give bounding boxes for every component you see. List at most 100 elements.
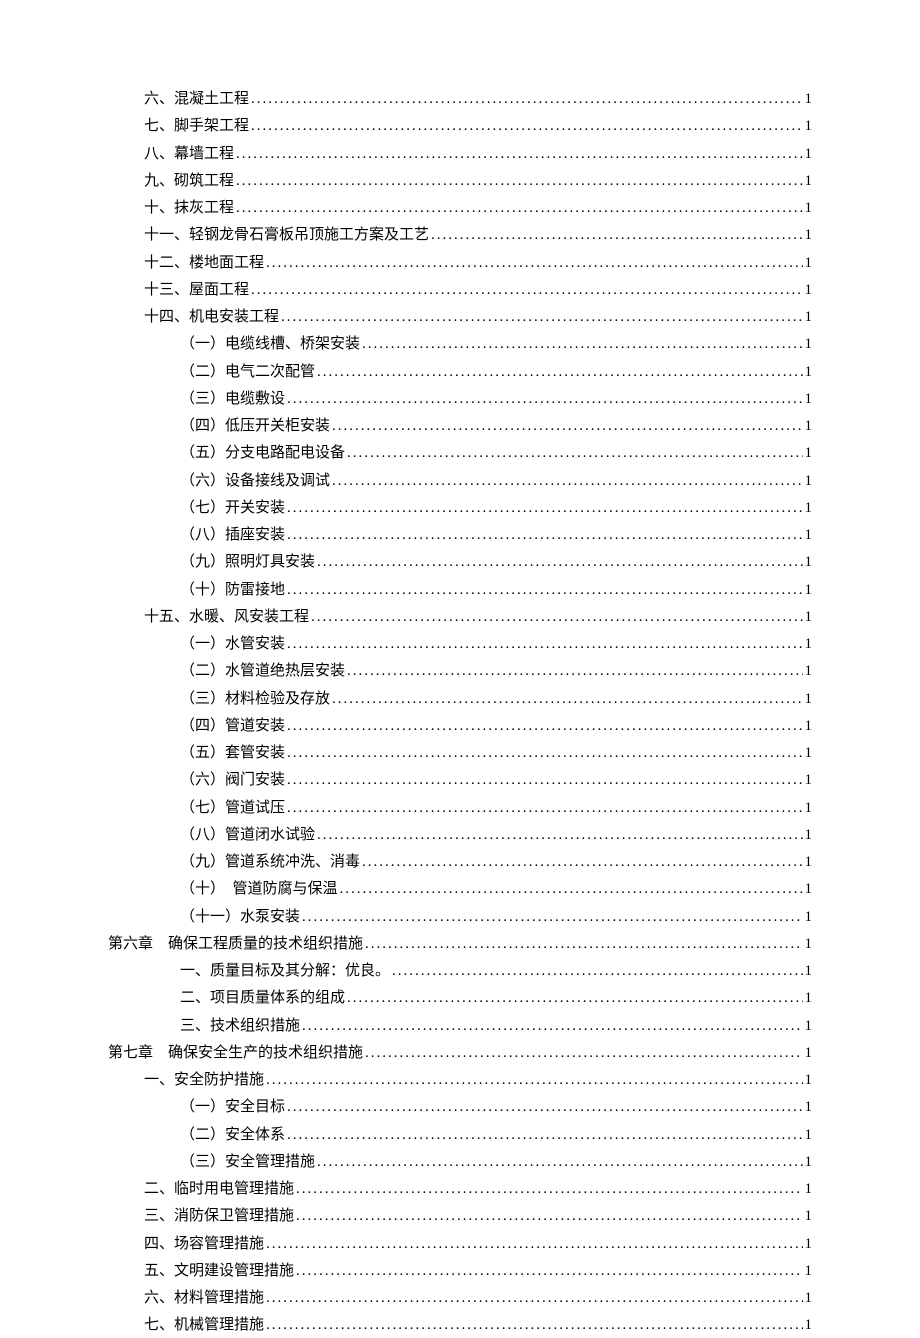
toc-entry-label: （七）开关安装 <box>180 497 285 520</box>
toc-entry-label: 十一、轻钢龙骨石膏板吊顶施工方案及工艺 <box>144 224 429 247</box>
toc-leader-dots <box>431 224 802 247</box>
toc-entry-label: （九）管道系统冲洗、消毒 <box>180 851 360 874</box>
toc-entry-page: 1 <box>805 987 813 1010</box>
toc-entry: （六）设备接线及调试1 <box>108 470 812 493</box>
toc-entry-page: 1 <box>805 1069 813 1092</box>
toc-entry-page: 1 <box>805 415 813 438</box>
toc-entry-page: 1 <box>805 497 813 520</box>
toc-entry-label: （二）水管道绝热层安装 <box>180 660 345 683</box>
toc-leader-dots <box>317 361 802 384</box>
toc-leader-dots <box>287 524 802 547</box>
toc-leader-dots <box>365 1042 802 1065</box>
toc-leader-dots <box>287 1124 802 1147</box>
toc-entry-page: 1 <box>805 88 813 111</box>
toc-entry-page: 1 <box>805 1287 813 1310</box>
toc-leader-dots <box>302 906 802 929</box>
toc-entry-label: 十二、楼地面工程 <box>144 252 264 275</box>
toc-entry: 一、安全防护措施1 <box>108 1069 812 1092</box>
toc-entry: （一）安全目标1 <box>108 1096 812 1119</box>
toc-entry-page: 1 <box>805 306 813 329</box>
toc-leader-dots <box>266 1233 802 1256</box>
toc-leader-dots <box>296 1205 802 1228</box>
toc-entry-label: （四）低压开关柜安装 <box>180 415 330 438</box>
toc-entry-label: 六、材料管理措施 <box>144 1287 264 1310</box>
toc-entry: 第六章 确保工程质量的技术组织措施 1 <box>108 933 812 956</box>
toc-leader-dots <box>347 987 802 1010</box>
toc-entry: 十二、楼地面工程1 <box>108 252 812 275</box>
toc-entry: 七、机械管理措施1 <box>108 1314 812 1337</box>
toc-entry-label: （三）安全管理措施 <box>180 1151 315 1174</box>
toc-leader-dots <box>287 715 802 738</box>
toc-leader-dots <box>287 497 802 520</box>
toc-entry-label: （五）分支电路配电设备 <box>180 442 345 465</box>
toc-leader-dots <box>251 279 802 302</box>
toc-leader-dots <box>296 1178 802 1201</box>
toc-entry-page: 1 <box>805 851 813 874</box>
toc-entry-label: 三、消防保卫管理措施 <box>144 1205 294 1228</box>
toc-leader-dots <box>302 1015 802 1038</box>
toc-entry-page: 1 <box>805 878 813 901</box>
toc-entry: （三）材料检验及存放1 <box>108 688 812 711</box>
toc-leader-dots <box>317 824 802 847</box>
toc-entry: （九）照明灯具安装1 <box>108 551 812 574</box>
toc-entry-label: 十三、屋面工程 <box>144 279 249 302</box>
toc-entry-page: 1 <box>805 606 813 629</box>
toc-entry: 第七章 确保安全生产的技术组织措施1 <box>108 1042 812 1065</box>
toc-entry-label: 十五、水暖、风安装工程 <box>144 606 309 629</box>
toc-entry-label: （五）套管安装 <box>180 742 285 765</box>
toc-leader-dots <box>266 1069 802 1092</box>
toc-entry-page: 1 <box>805 742 813 765</box>
toc-entry-page: 1 <box>805 797 813 820</box>
toc-entry-label: （四）管道安装 <box>180 715 285 738</box>
toc-entry-page: 1 <box>805 143 813 166</box>
toc-entry: 十五、水暖、风安装工程 1 <box>108 606 812 629</box>
table-of-contents: 六、混凝土工程1七、脚手架工程1八、幕墙工程1九、砌筑工程1十、抹灰工程1十一、… <box>108 88 812 1338</box>
toc-entry: 十四、机电安装工程1 <box>108 306 812 329</box>
toc-entry-page: 1 <box>805 1096 813 1119</box>
toc-leader-dots <box>236 170 802 193</box>
toc-leader-dots <box>287 388 802 411</box>
toc-entry-page: 1 <box>805 715 813 738</box>
toc-entry: 二、项目质量体系的组成 1 <box>108 987 812 1010</box>
toc-entry-page: 1 <box>805 197 813 220</box>
toc-entry-page: 1 <box>805 551 813 574</box>
toc-entry-label: 八、幕墙工程 <box>144 143 234 166</box>
toc-entry-page: 1 <box>805 769 813 792</box>
toc-entry-label: 六、混凝土工程 <box>144 88 249 111</box>
toc-entry-label: 五、文明建设管理措施 <box>144 1260 294 1283</box>
toc-leader-dots <box>317 551 802 574</box>
toc-entry-page: 1 <box>805 1205 813 1228</box>
toc-entry-page: 1 <box>805 1151 813 1174</box>
toc-entry-label: 二、项目质量体系的组成 <box>180 987 345 1010</box>
toc-entry-label: 第六章 确保工程质量的技术组织措施 <box>108 933 363 956</box>
toc-leader-dots <box>347 442 802 465</box>
toc-entry-page: 1 <box>805 906 813 929</box>
toc-leader-dots <box>266 1314 802 1337</box>
toc-leader-dots <box>340 878 803 901</box>
toc-leader-dots <box>251 115 802 138</box>
toc-entry: 九、砌筑工程1 <box>108 170 812 193</box>
toc-entry-label: 九、砌筑工程 <box>144 170 234 193</box>
toc-entry-page: 1 <box>805 524 813 547</box>
toc-entry: （十） 管道防腐与保温1 <box>108 878 812 901</box>
toc-entry-page: 1 <box>805 1178 813 1201</box>
toc-entry: （十一）水泵安装1 <box>108 906 812 929</box>
toc-leader-dots <box>362 333 802 356</box>
toc-entry-page: 1 <box>805 1260 813 1283</box>
toc-entry-page: 1 <box>805 633 813 656</box>
toc-leader-dots <box>266 1287 802 1310</box>
toc-leader-dots <box>362 851 802 874</box>
toc-leader-dots <box>287 742 802 765</box>
toc-entry: （一）电缆线槽、桥架安装1 <box>108 333 812 356</box>
toc-entry-page: 1 <box>805 933 813 956</box>
toc-leader-dots <box>332 688 802 711</box>
toc-entry-page: 1 <box>805 361 813 384</box>
toc-entry: 十、抹灰工程1 <box>108 197 812 220</box>
toc-entry: 一、质量目标及其分解：优良。1 <box>108 960 812 983</box>
toc-entry-page: 1 <box>805 960 813 983</box>
toc-entry-page: 1 <box>805 279 813 302</box>
toc-entry: （八）管道闭水试验1 <box>108 824 812 847</box>
toc-entry-page: 1 <box>805 224 813 247</box>
toc-leader-dots <box>287 769 802 792</box>
toc-entry: （四）低压开关柜安装 1 <box>108 415 812 438</box>
